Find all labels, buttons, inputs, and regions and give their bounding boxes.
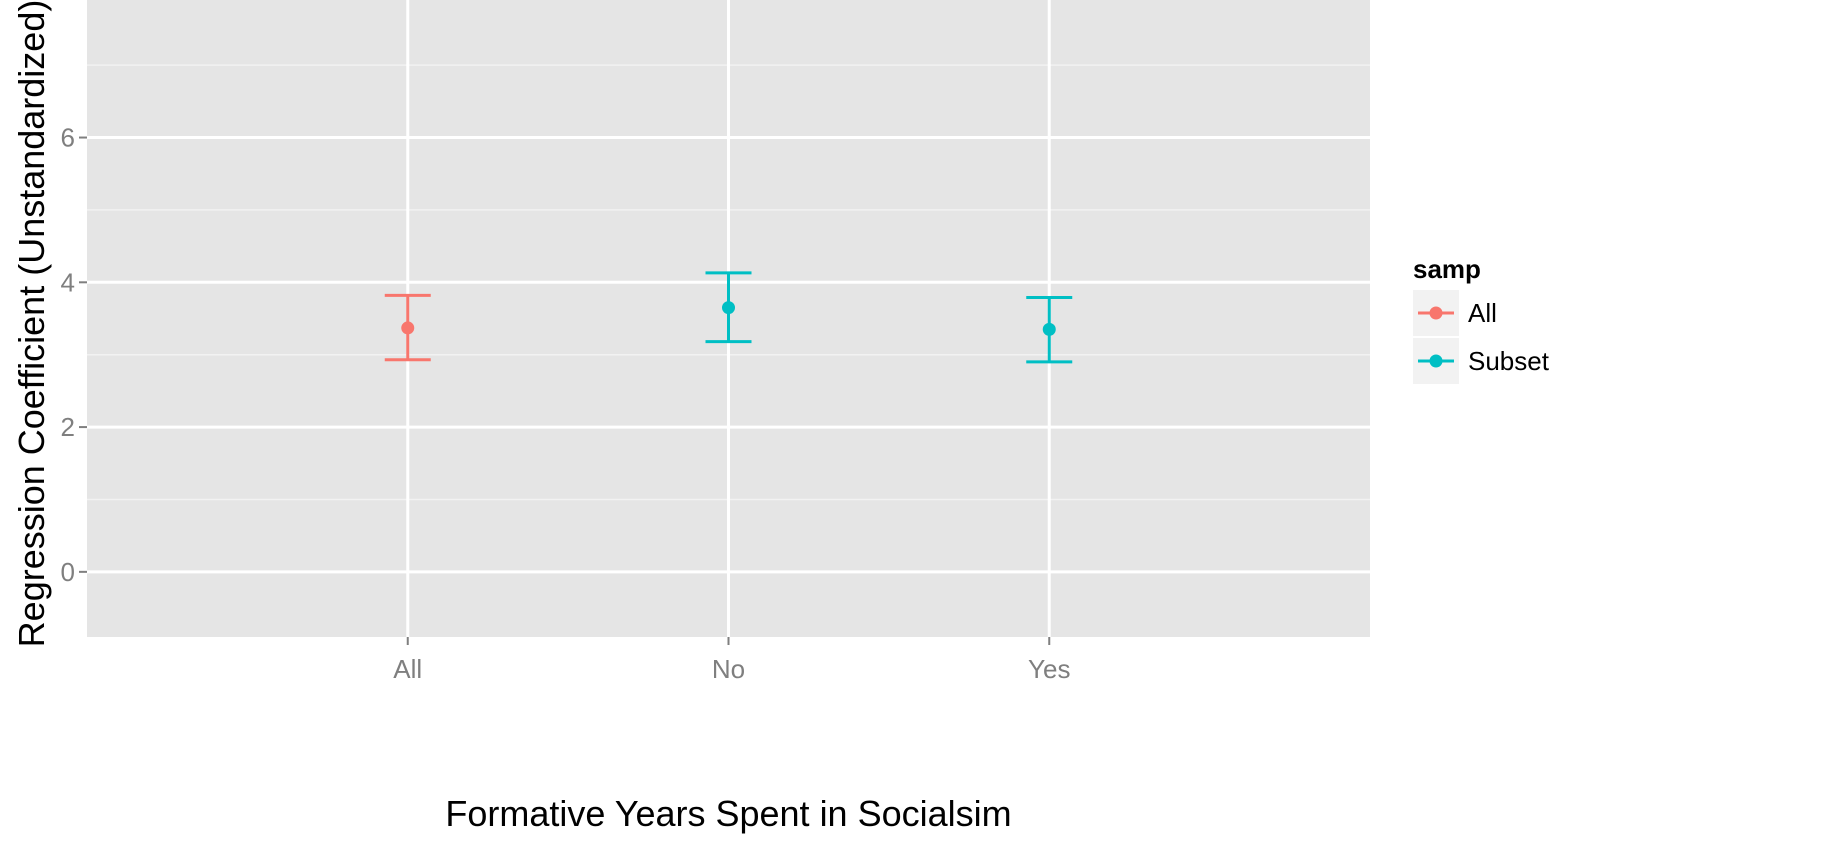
data-point xyxy=(401,321,415,335)
legend-entry: All xyxy=(1413,290,1497,336)
x-tick-label: Yes xyxy=(1028,654,1070,684)
y-tick-label: 6 xyxy=(61,123,75,153)
data-point xyxy=(1042,322,1056,336)
data-point xyxy=(722,301,735,315)
legend-entry: Subset xyxy=(1413,338,1550,384)
legend-title: samp xyxy=(1413,254,1481,284)
error-bar-point xyxy=(1026,296,1073,364)
x-axis-title: Formative Years Spent in Socialsim xyxy=(445,793,1011,834)
legend: samp All Subset xyxy=(1413,254,1550,384)
data-marks xyxy=(384,271,1073,364)
y-axis: 0 2 4 6 xyxy=(61,123,87,587)
y-tick-label: 4 xyxy=(61,267,75,297)
legend-label: All xyxy=(1468,298,1497,328)
x-tick-label: All xyxy=(393,654,422,684)
x-axis: All No Yes xyxy=(393,637,1070,684)
legend-key-point xyxy=(1429,354,1443,368)
legend-label: Subset xyxy=(1468,346,1550,376)
error-bar-point xyxy=(384,293,431,362)
legend-key-point xyxy=(1429,306,1443,320)
x-tick-label: No xyxy=(712,654,745,684)
error-bar-point xyxy=(705,271,752,344)
y-axis-title: Regression Coefficient (Unstandardized) xyxy=(11,0,52,647)
y-tick-label: 2 xyxy=(61,412,75,442)
y-tick-label: 0 xyxy=(61,557,75,587)
